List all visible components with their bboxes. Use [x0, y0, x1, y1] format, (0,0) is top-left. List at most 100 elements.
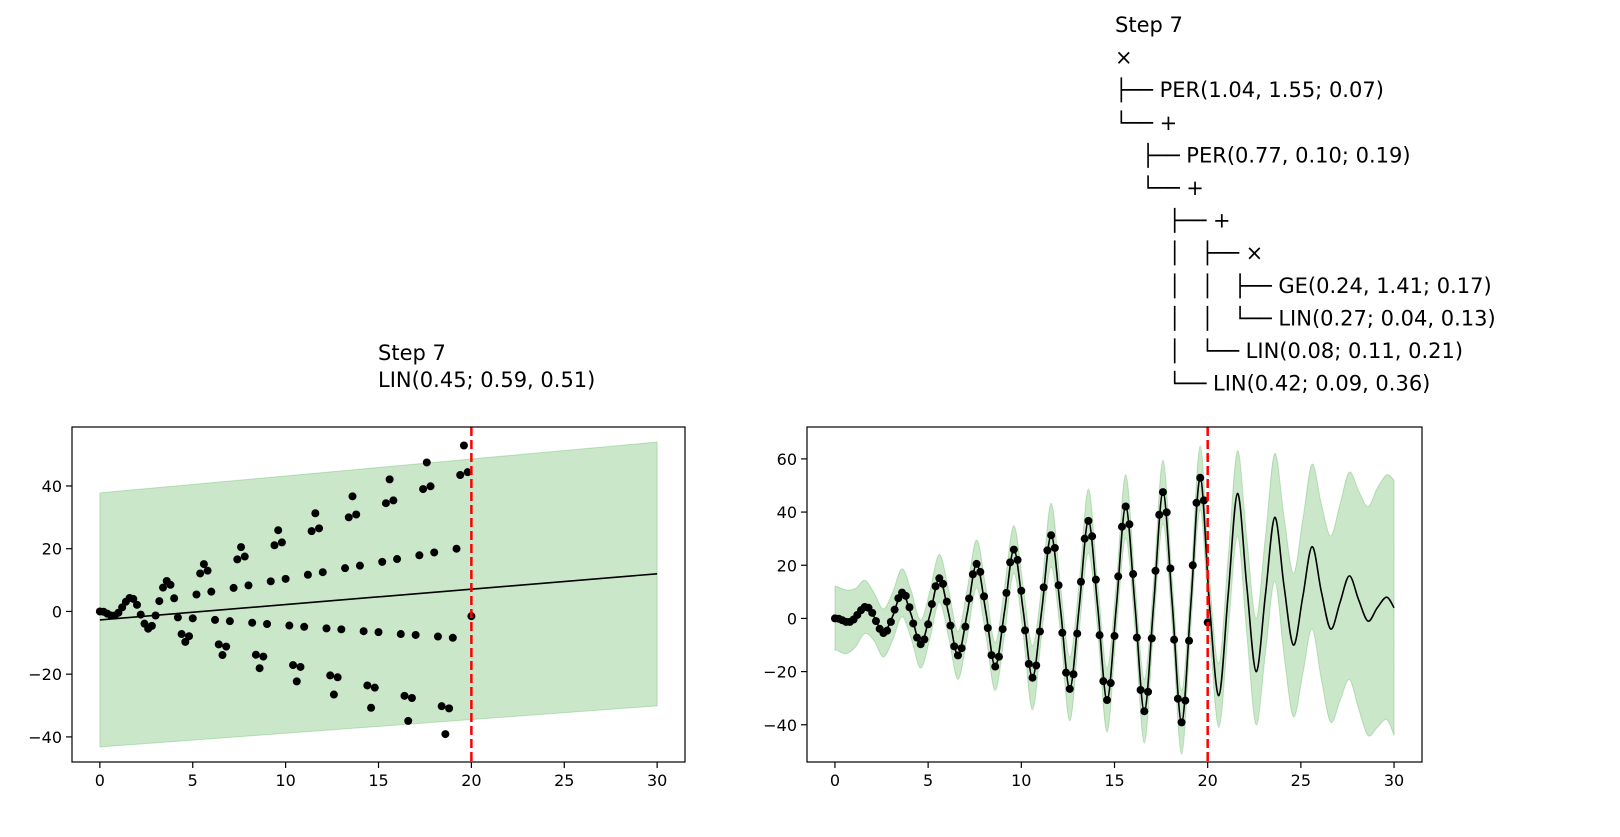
- y-tick-label: 20: [777, 556, 797, 575]
- data-point: [214, 640, 223, 649]
- data-point: [1188, 561, 1197, 570]
- data-point: [998, 625, 1007, 634]
- data-point: [1177, 718, 1186, 727]
- kernel-tree-line: Step 7: [1115, 13, 1183, 37]
- data-point: [411, 630, 420, 639]
- data-point: [1035, 627, 1044, 636]
- data-point: [1091, 575, 1100, 584]
- data-point: [326, 671, 335, 680]
- data-point: [1095, 631, 1104, 640]
- data-point: [1006, 558, 1015, 567]
- data-point: [303, 570, 312, 579]
- data-point: [378, 557, 387, 566]
- data-point: [118, 603, 127, 612]
- data-point: [396, 630, 405, 639]
- data-point: [1162, 508, 1171, 517]
- data-point: [1032, 661, 1041, 670]
- plot-area: [830, 427, 1395, 762]
- data-point: [1002, 588, 1011, 597]
- data-point: [300, 622, 309, 631]
- data-point: [1099, 677, 1108, 686]
- data-point: [909, 619, 918, 628]
- data-point: [1181, 696, 1190, 705]
- data-point: [263, 619, 272, 628]
- data-point: [953, 651, 962, 660]
- y-tick-label: −40: [28, 728, 62, 747]
- data-point: [901, 591, 910, 600]
- data-point: [363, 681, 372, 690]
- data-point: [991, 662, 1000, 671]
- data-point: [994, 652, 1003, 661]
- data-point: [1043, 546, 1052, 555]
- data-point: [385, 475, 394, 484]
- data-point: [1069, 670, 1078, 679]
- y-tick-label: 0: [52, 602, 62, 621]
- data-point: [920, 635, 929, 644]
- data-point: [1024, 659, 1033, 668]
- data-point: [1140, 707, 1149, 716]
- y-tick-label: 40: [42, 477, 62, 496]
- data-point: [415, 551, 424, 560]
- data-point: [151, 611, 160, 620]
- data-point: [404, 716, 413, 725]
- data-point: [968, 570, 977, 579]
- x-tick-label: 5: [923, 771, 933, 790]
- kernel-tree-line: ├── PER(1.04, 1.55; 0.07): [1115, 77, 1384, 103]
- data-point: [1121, 502, 1130, 511]
- data-point: [270, 541, 279, 550]
- data-point: [1013, 555, 1022, 564]
- data-point: [359, 627, 368, 636]
- data-point: [1039, 583, 1048, 592]
- data-point: [277, 538, 286, 547]
- data-point: [389, 496, 398, 505]
- confidence-band: [834, 445, 1395, 755]
- data-point: [173, 613, 182, 622]
- kernel-tree-line: └── +: [1115, 110, 1177, 135]
- data-point: [972, 559, 981, 568]
- data-point: [1054, 581, 1063, 590]
- data-point: [1158, 488, 1167, 497]
- y-tick-label: 60: [777, 450, 797, 469]
- data-point: [1132, 633, 1141, 642]
- data-point: [251, 650, 260, 659]
- data-point: [1110, 631, 1119, 640]
- data-point: [946, 621, 955, 630]
- data-point: [871, 617, 880, 626]
- kernel-tree-line: │ │ ├── GE(0.24, 1.41; 0.17): [1115, 273, 1492, 299]
- data-point: [329, 690, 338, 699]
- data-point: [393, 555, 402, 564]
- data-point: [225, 617, 234, 626]
- data-point: [463, 468, 472, 477]
- data-point: [188, 614, 197, 623]
- data-point: [441, 730, 450, 739]
- data-point: [1062, 668, 1071, 677]
- data-point: [266, 577, 275, 586]
- data-point: [181, 637, 190, 646]
- data-point: [1088, 532, 1097, 541]
- data-point: [890, 605, 899, 614]
- data-point: [1058, 628, 1067, 637]
- data-point: [939, 579, 948, 588]
- data-point: [348, 492, 357, 501]
- data-point: [177, 630, 186, 639]
- data-point: [1009, 545, 1018, 554]
- confidence-band: [99, 441, 658, 748]
- x-tick-label: 25: [1291, 771, 1311, 790]
- chart-title: LIN(0.45; 0.59, 0.51): [378, 368, 595, 392]
- kernel-tree-line: │ └── LIN(0.08; 0.11, 0.21): [1115, 338, 1463, 364]
- data-point: [1151, 566, 1160, 575]
- data-point: [285, 621, 294, 630]
- data-point: [422, 458, 431, 467]
- data-point: [942, 597, 951, 606]
- data-point: [459, 441, 468, 450]
- data-point: [147, 621, 156, 630]
- data-point: [1125, 520, 1134, 529]
- data-point: [192, 590, 201, 599]
- data-point: [950, 642, 959, 651]
- data-point: [370, 683, 379, 692]
- x-tick-label: 5: [188, 771, 198, 790]
- data-point: [400, 691, 409, 700]
- data-point: [1114, 572, 1123, 581]
